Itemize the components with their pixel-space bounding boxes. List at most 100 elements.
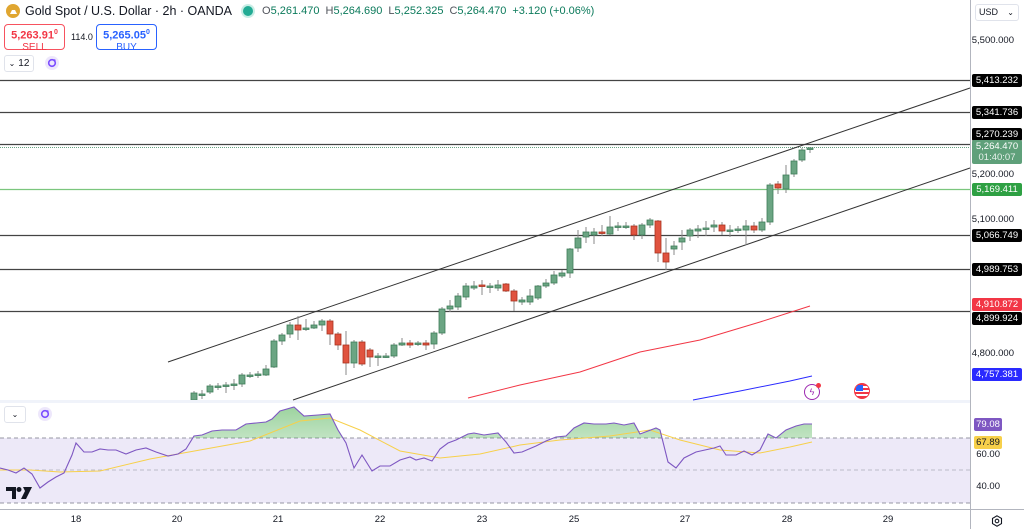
candle-bullish[interactable] bbox=[678, 237, 686, 243]
candle-bullish[interactable] bbox=[398, 342, 406, 346]
candle-bearish[interactable] bbox=[718, 224, 726, 232]
candle-bullish[interactable] bbox=[350, 341, 358, 364]
channel-lower-trendline[interactable] bbox=[292, 167, 971, 401]
candle-bullish[interactable] bbox=[286, 324, 294, 335]
candle-bullish[interactable] bbox=[702, 227, 710, 230]
candle-bullish[interactable] bbox=[318, 320, 326, 326]
candle-bullish[interactable] bbox=[462, 285, 470, 298]
candle-bullish[interactable] bbox=[414, 342, 422, 345]
sell-button[interactable]: 5,263.910 SELL bbox=[4, 24, 65, 53]
candle-bullish[interactable] bbox=[430, 332, 438, 345]
candle-bullish[interactable] bbox=[670, 245, 678, 250]
candle-bearish[interactable] bbox=[334, 333, 342, 346]
candle-bullish[interactable] bbox=[230, 383, 238, 386]
candle-bullish[interactable] bbox=[806, 147, 814, 150]
rsi-pane-collapse-button[interactable]: ⌄ bbox=[4, 406, 26, 423]
candle-bullish[interactable] bbox=[390, 344, 398, 357]
candle-bearish[interactable] bbox=[662, 252, 670, 263]
candle-bullish[interactable] bbox=[198, 393, 206, 396]
candle-bullish[interactable] bbox=[310, 324, 318, 329]
candle-bullish[interactable] bbox=[494, 284, 502, 289]
open-value: 5,261.470 bbox=[270, 5, 320, 17]
candle-bullish[interactable] bbox=[742, 225, 750, 231]
candle-bullish[interactable] bbox=[798, 149, 806, 161]
candle-bullish[interactable] bbox=[606, 226, 614, 235]
candle-bearish[interactable] bbox=[358, 341, 366, 365]
chevron-down-icon: ⌄ bbox=[1007, 8, 1014, 17]
candle-bullish[interactable] bbox=[550, 274, 558, 284]
candle-bullish[interactable] bbox=[574, 237, 582, 249]
candle-bullish[interactable] bbox=[270, 340, 278, 368]
channel-upper-trendline[interactable] bbox=[167, 87, 971, 363]
candle-bullish[interactable] bbox=[686, 229, 694, 237]
pane-divider[interactable] bbox=[0, 400, 970, 403]
candle-bullish[interactable] bbox=[238, 374, 246, 385]
candle-bearish[interactable] bbox=[774, 183, 782, 189]
tradingview-logo-icon[interactable] bbox=[6, 486, 32, 504]
candle-bullish[interactable] bbox=[622, 225, 630, 228]
candle-bearish[interactable] bbox=[326, 320, 334, 335]
candle-bullish[interactable] bbox=[374, 355, 382, 358]
candle-bullish[interactable] bbox=[710, 224, 718, 228]
candle-bullish[interactable] bbox=[726, 229, 734, 232]
candle-bearish[interactable] bbox=[406, 342, 414, 346]
currency-select[interactable]: USD ⌄ bbox=[975, 4, 1019, 21]
candle-bullish[interactable] bbox=[558, 272, 566, 277]
candle-bullish[interactable] bbox=[222, 384, 230, 387]
candle-bullish[interactable] bbox=[694, 228, 702, 232]
candle-bearish[interactable] bbox=[598, 231, 606, 234]
candle-bullish[interactable] bbox=[438, 308, 446, 334]
symbol-title[interactable]: Gold Spot / U.S. Dollar · 2h · OANDA bbox=[25, 4, 233, 18]
candle-bullish[interactable] bbox=[214, 385, 222, 388]
candle-bullish[interactable] bbox=[278, 334, 286, 342]
candle-bearish[interactable] bbox=[510, 290, 518, 302]
candle-bullish[interactable] bbox=[302, 327, 310, 330]
candle-bearish[interactable] bbox=[366, 349, 374, 358]
candle-bullish[interactable] bbox=[254, 373, 262, 376]
candle-bullish[interactable] bbox=[526, 295, 534, 303]
candle-bullish[interactable] bbox=[534, 285, 542, 299]
candle-bullish[interactable] bbox=[582, 231, 590, 238]
candle-bearish[interactable] bbox=[654, 220, 662, 254]
candle-bullish[interactable] bbox=[246, 374, 254, 377]
time-tick-label: 21 bbox=[272, 514, 284, 525]
earnings-lightning-icon[interactable]: ϟ bbox=[804, 383, 821, 400]
candle-bullish[interactable] bbox=[566, 248, 574, 274]
candle-bullish[interactable] bbox=[638, 224, 646, 236]
candle-bearish[interactable] bbox=[502, 283, 510, 292]
candle-bearish[interactable] bbox=[342, 344, 350, 364]
candle-bullish[interactable] bbox=[518, 299, 526, 303]
candle-bullish[interactable] bbox=[486, 285, 494, 288]
candle-bearish[interactable] bbox=[422, 342, 430, 346]
candle-bullish[interactable] bbox=[614, 225, 622, 228]
candle-bearish[interactable] bbox=[630, 225, 638, 236]
rsi-value-tag: 67.89 bbox=[974, 436, 1002, 449]
candle-bullish[interactable] bbox=[758, 221, 766, 231]
candle-bullish[interactable] bbox=[446, 305, 454, 310]
candle-bullish[interactable] bbox=[190, 392, 198, 400]
candle-bearish[interactable] bbox=[294, 324, 302, 331]
indicators-collapse-button[interactable]: ⌄ 12 bbox=[4, 55, 34, 72]
sync-refresh-icon[interactable] bbox=[45, 56, 59, 70]
candle-bullish[interactable] bbox=[790, 160, 798, 175]
candle-bullish[interactable] bbox=[470, 285, 478, 289]
buy-button[interactable]: 5,265.050 BUY bbox=[96, 24, 157, 53]
candle-bullish[interactable] bbox=[454, 295, 462, 308]
candle-bearish[interactable] bbox=[750, 225, 758, 231]
candle-bullish[interactable] bbox=[734, 228, 742, 231]
candle-bearish[interactable] bbox=[478, 284, 486, 287]
chevron-down-icon: ⌄ bbox=[8, 59, 16, 68]
candle-bullish[interactable] bbox=[590, 231, 598, 236]
candle-bullish[interactable] bbox=[782, 174, 790, 190]
chart-settings-gear-icon[interactable] bbox=[989, 513, 1005, 529]
candle-bullish[interactable] bbox=[206, 385, 214, 393]
candle-bullish[interactable] bbox=[766, 184, 774, 223]
candle-bullish[interactable] bbox=[542, 282, 550, 287]
us-economic-event-flag-icon[interactable] bbox=[854, 383, 870, 399]
candle-bullish[interactable] bbox=[382, 355, 390, 358]
candle-bullish[interactable] bbox=[646, 219, 654, 226]
time-tick-label: 27 bbox=[679, 514, 691, 525]
candle-bullish[interactable] bbox=[262, 368, 270, 376]
rsi-sync-refresh-icon[interactable] bbox=[38, 407, 52, 421]
